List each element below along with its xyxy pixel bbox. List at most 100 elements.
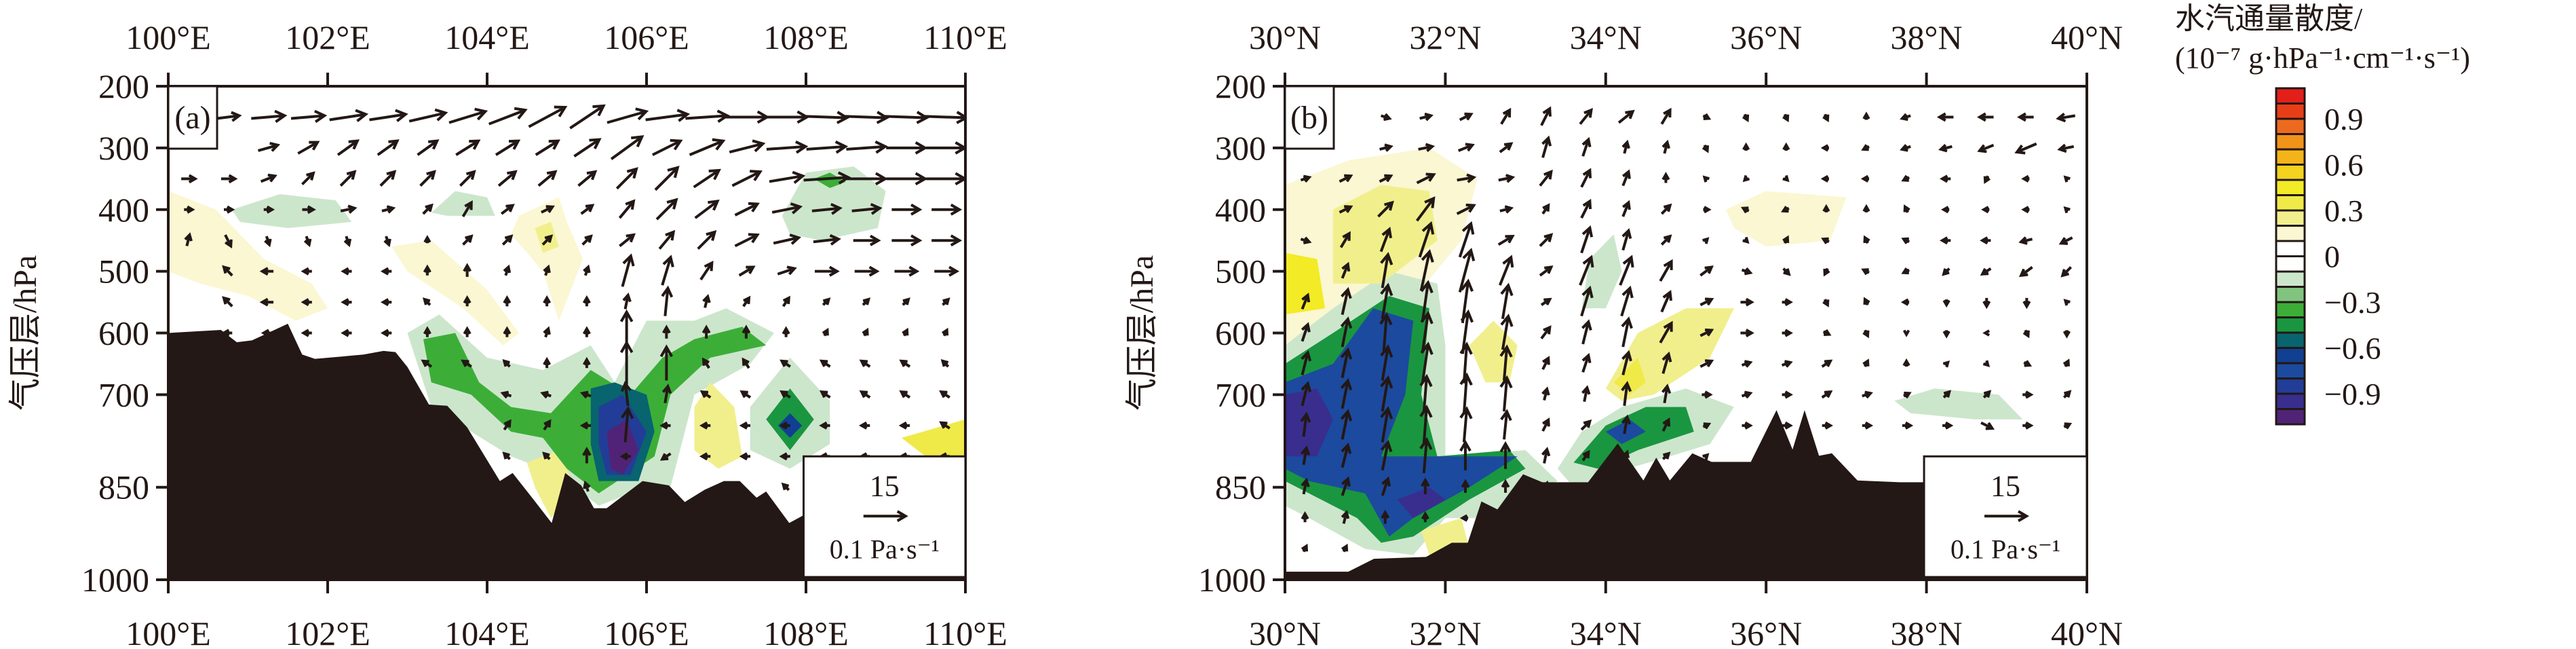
wind-vector: [263, 205, 275, 214]
wind-vector: [301, 171, 315, 185]
wind-vector: [1863, 297, 1870, 306]
wind-vector: [859, 359, 871, 368]
wind-vector: [1415, 196, 1436, 222]
wind-vector: [579, 390, 592, 399]
wind-vector: [739, 421, 751, 430]
wind-vector: [461, 359, 472, 368]
shading-contour: [1613, 357, 1646, 395]
wind-vector: [1942, 390, 1952, 398]
wind-vector: [579, 421, 592, 430]
wind-vector: [1540, 325, 1552, 339]
wind-vector: [1540, 297, 1552, 306]
wind-vector: [771, 202, 803, 215]
wind-vector: [1862, 358, 1870, 367]
wind-vector: [1862, 111, 1870, 120]
wind-vector: [773, 234, 801, 245]
wind-vector: [925, 172, 965, 186]
shading-contour: [168, 191, 328, 321]
wind-vector: [1497, 234, 1515, 246]
wind-vector: [1781, 360, 1793, 368]
wind-vector: [1942, 299, 1950, 308]
wind-vector: [1579, 108, 1593, 125]
wind-vector: [1341, 543, 1349, 553]
wind-vector: [814, 265, 840, 277]
wind-vector: [942, 297, 950, 306]
wind-vector: [1340, 409, 1353, 440]
wind-vector: [1740, 329, 1754, 337]
wind-vector: [1581, 352, 1592, 373]
wind-vector: [659, 421, 671, 430]
wind-vector: [488, 107, 528, 126]
wind-vector: [503, 264, 512, 276]
wind-vector: [380, 267, 392, 276]
wind-vector: [1702, 237, 1710, 244]
colorbar-swatch: [2275, 117, 2306, 135]
wind-vector: [455, 139, 481, 156]
wind-vector: [822, 327, 829, 337]
wind-vector: [1938, 143, 1953, 153]
wind-vector: [1781, 206, 1790, 213]
x-tick-label-top: 40°N: [2051, 18, 2123, 56]
wind-vector: [805, 111, 850, 124]
wind-vector: [340, 204, 358, 214]
wind-vector: [381, 205, 396, 214]
wind-vector: [1659, 320, 1673, 344]
wind-vector: [659, 344, 674, 381]
wind-vector: [459, 170, 476, 187]
wind-vector: [1541, 386, 1550, 401]
wind-vector: [1980, 236, 1991, 245]
wind-vector: [659, 452, 672, 461]
shading-contour: [1726, 191, 1847, 247]
wind-vector: [803, 171, 851, 185]
wind-vector: [380, 329, 392, 337]
wind-vector: [463, 263, 472, 277]
wind-vector: [622, 292, 632, 310]
wind-vector: [1782, 267, 1791, 276]
wind-vector: [620, 380, 632, 407]
wind-vector: [1699, 328, 1714, 337]
wind-vector: [742, 295, 751, 308]
wind-vector: [697, 230, 717, 250]
wind-vector: [742, 324, 751, 339]
wind-vector: [891, 234, 923, 247]
wind-vector: [2023, 360, 2033, 367]
wind-vector: [1936, 112, 1954, 122]
wind-vector: [1380, 252, 1393, 289]
wind-vector: [1981, 206, 1990, 214]
wind-vector: [939, 421, 950, 430]
wind-vector: [658, 229, 676, 250]
y-tick-label: 850: [1215, 468, 1266, 506]
shading-contour: [782, 166, 886, 241]
wind-vector: [582, 356, 591, 369]
wind-vector: [1418, 221, 1435, 258]
wind-vector: [661, 285, 674, 316]
wind-vector: [702, 293, 711, 308]
x-tick-label-top: 32°N: [1409, 18, 1481, 56]
colorbar: 水汽通量散度/ (10⁻⁷ g·hPa⁻¹·cm⁻¹·s⁻¹) 0.9 0.6 0.…: [2175, 2, 2470, 426]
colorbar-swatch: [2275, 240, 2306, 257]
reference-vector-unit: 0.1 Pa·s⁻¹: [830, 534, 940, 564]
shading-contour: [511, 197, 583, 321]
wind-vector: [2063, 299, 2071, 306]
wind-vector: [734, 233, 760, 248]
wind-vector: [303, 236, 312, 248]
wind-vector: [1301, 477, 1310, 495]
wind-vector: [2021, 174, 2030, 183]
wind-vector: [1459, 406, 1473, 443]
wind-vector: [1862, 204, 1870, 212]
wind-vector: [1702, 113, 1712, 120]
wind-vector: [1540, 106, 1552, 126]
colorbar-swatch: [2275, 331, 2306, 349]
wind-vector: [1419, 437, 1433, 474]
wind-vector: [1900, 144, 1911, 152]
wind-vector: [1339, 231, 1351, 248]
wind-vector: [1621, 380, 1632, 407]
wind-vector: [1740, 206, 1750, 214]
x-tick-label-bottom: 38°N: [1891, 614, 1963, 649]
panel-label: (a): [174, 100, 210, 136]
y-tick-label: 1000: [1198, 561, 1266, 599]
y-tick-label: 300: [1215, 129, 1266, 167]
wind-vector: [1419, 249, 1434, 291]
wind-vector: [1420, 341, 1434, 384]
